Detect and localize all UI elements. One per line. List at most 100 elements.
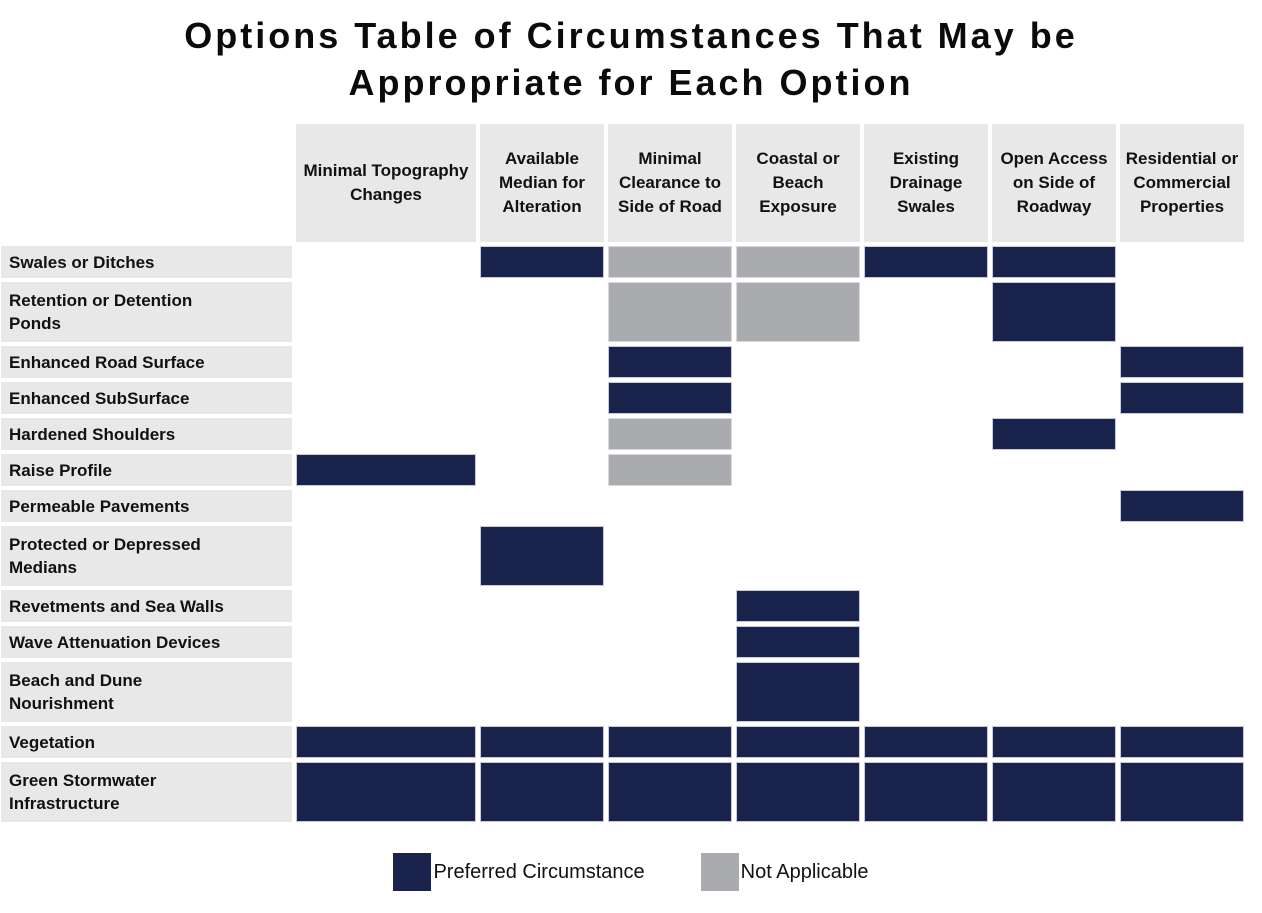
row-label: Permeable Pavements [1,490,292,522]
page-title: Options Table of Circumstances That May … [0,0,1262,106]
column-header: Open Access on Side of Roadway [992,124,1116,242]
row-label: Beach and Dune Nourishment [1,662,292,722]
preferred-cell [992,246,1116,278]
preferred-cell [1120,346,1244,378]
empty-cell [480,490,604,522]
empty-cell [296,282,476,342]
empty-cell [296,246,476,278]
preferred-cell [1120,726,1244,758]
empty-cell [864,626,988,658]
empty-cell [864,346,988,378]
preferred-cell [864,762,988,822]
empty-cell [1120,282,1244,342]
empty-cell [296,490,476,522]
empty-cell [296,662,476,722]
empty-cell [864,526,988,586]
not-applicable-swatch [700,853,739,891]
empty-cell [608,626,732,658]
preferred-cell [608,762,732,822]
preferred-cell [296,726,476,758]
row-label: Retention or Detention Ponds [1,282,292,342]
empty-cell [296,346,476,378]
empty-cell [736,526,860,586]
empty-cell [864,454,988,486]
preferred-cell [296,762,476,822]
preferred-cell [296,454,476,486]
empty-cell [1120,526,1244,586]
empty-cell [736,346,860,378]
empty-cell [992,454,1116,486]
empty-cell [992,490,1116,522]
preferred-cell [992,282,1116,342]
page-title-line2: Appropriate for Each Option [348,62,914,103]
empty-cell [480,590,604,622]
preferred-cell [480,726,604,758]
empty-cell [480,282,604,342]
not-applicable-cell [736,246,860,278]
empty-cell [864,282,988,342]
page-title-line1: Options Table of Circumstances That May … [184,15,1078,56]
preferred-cell [1120,490,1244,522]
empty-cell [992,382,1116,414]
empty-cell [1120,246,1244,278]
empty-cell [992,346,1116,378]
empty-cell [1120,590,1244,622]
empty-cell [296,418,476,450]
empty-cell [1120,418,1244,450]
preferred-cell [736,726,860,758]
empty-cell [864,382,988,414]
empty-cell [736,418,860,450]
empty-cell [864,418,988,450]
empty-cell [296,626,476,658]
column-header: Coastal or Beach Exposure [736,124,860,242]
row-label: Enhanced SubSurface [1,382,292,414]
empty-cell [864,490,988,522]
row-label: Revetments and Sea Walls [1,590,292,622]
empty-cell [992,626,1116,658]
corner-spacer [1,124,292,242]
preferred-circumstance-label: Preferred Circumstance [433,860,645,883]
legend-item-not-applicable: Not Applicable [700,853,869,891]
preferred-cell [736,762,860,822]
empty-cell [608,526,732,586]
preferred-circumstance-swatch [393,853,432,891]
empty-cell [480,662,604,722]
preferred-cell [608,382,732,414]
column-header: Minimal Topography Changes [296,124,476,242]
options-matrix: Minimal Topography Changes Available Medi… [1,124,1244,822]
empty-cell [608,662,732,722]
not-applicable-cell [608,282,732,342]
preferred-cell [736,626,860,658]
column-header: Minimal Clearance to Side of Road [608,124,732,242]
empty-cell [480,382,604,414]
preferred-cell [864,726,988,758]
empty-cell [480,418,604,450]
not-applicable-label: Not Applicable [740,860,869,883]
column-header: Residential or Commercial Properties [1120,124,1244,242]
preferred-cell [992,762,1116,822]
empty-cell [864,662,988,722]
row-label: Wave Attenuation Devices [1,626,292,658]
legend: Preferred Circumstance Not Applicable [0,853,1262,891]
row-label: Raise Profile [1,454,292,486]
not-applicable-cell [736,282,860,342]
preferred-cell [992,726,1116,758]
empty-cell [864,590,988,622]
column-header: Available Median for Alteration [480,124,604,242]
row-label: Hardened Shoulders [1,418,292,450]
preferred-cell [1120,382,1244,414]
empty-cell [736,490,860,522]
row-label: Enhanced Road Surface [1,346,292,378]
row-label: Swales or Ditches [1,246,292,278]
empty-cell [992,590,1116,622]
empty-cell [736,454,860,486]
empty-cell [296,382,476,414]
column-header: Existing Drainage Swales [864,124,988,242]
legend-item-preferred: Preferred Circumstance [393,853,645,891]
not-applicable-cell [608,246,732,278]
empty-cell [296,590,476,622]
empty-cell [1120,454,1244,486]
preferred-cell [480,246,604,278]
preferred-cell [864,246,988,278]
